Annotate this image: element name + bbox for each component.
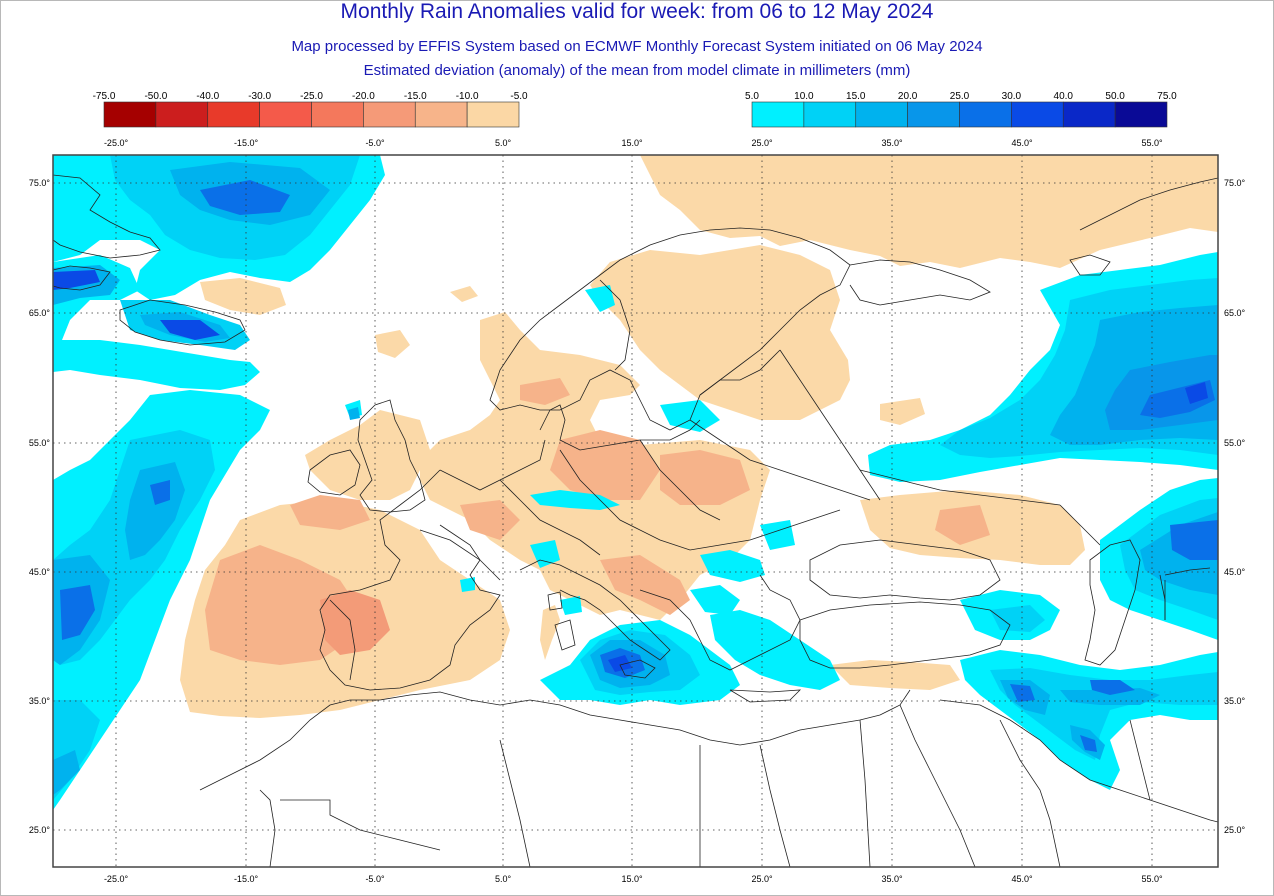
longitude-label: 55.0°: [1141, 874, 1163, 884]
legend-positive-tick-label: 25.0: [950, 91, 970, 102]
legend-positive-tick-label: 30.0: [1002, 91, 1022, 102]
legend-negative-swatch: [311, 101, 364, 128]
legend-positive-swatch: [803, 101, 857, 128]
longitude-label: 15.0°: [621, 138, 643, 148]
legend-positive-swatch: [855, 101, 908, 128]
legend-negative-swatch: [207, 101, 260, 128]
map-border: [52, 154, 1219, 868]
legend-positive-swatch: [1114, 101, 1168, 128]
legend-positive-tick-label: 20.0: [898, 91, 918, 102]
legend-positive-tick-label: 40.0: [1054, 91, 1074, 102]
latitude-label: 25.0°: [1224, 825, 1246, 835]
legend-negative-swatch: [414, 101, 468, 128]
legend-positive-tick-label: 15.0: [846, 91, 866, 102]
legend-negative-tick-label: -10.0: [456, 91, 479, 102]
legend-negative-tick-label: -20.0: [352, 91, 375, 102]
legend-positive-tick-label: 50.0: [1105, 91, 1125, 102]
longitude-labels-top: -25.0° -15.0° -5.0° 5.0° 15.0° 25.0° 35.0° 45.0…: [104, 138, 1163, 148]
legend-negative-tick-label: -30.0: [248, 91, 271, 102]
longitude-labels-bottom: -25.0° -15.0° -5.0° 5.0° 15.0° 25.0° 35.0° 45.0…: [104, 874, 1163, 884]
longitude-label: 5.0°: [495, 138, 512, 148]
legend-negative-tick-label: -75.0: [93, 91, 116, 102]
legend-negative-tick-label: -50.0: [144, 91, 167, 102]
legend-negative-swatch: [466, 101, 520, 128]
legend-positive-swatch: [1011, 101, 1064, 128]
longitude-label: -15.0°: [234, 874, 259, 884]
map-title: Monthly Rain Anomalies valid for week: f…: [340, 0, 934, 23]
legend-negative-swatch: [155, 101, 209, 128]
legend-positive-swatch: [907, 101, 960, 128]
legend-positive-tick-label: 75.0: [1157, 91, 1177, 102]
latitude-label: 35.0°: [29, 696, 51, 706]
legend-negative-anomalies: -75.0 -50.0 -40.0 -30.0 -25.0 -20.0 -15.0 -10.0…: [93, 91, 528, 128]
latitude-label: 25.0°: [29, 825, 51, 835]
longitude-label: 5.0°: [495, 874, 512, 884]
latitude-label: 65.0°: [29, 308, 51, 318]
wet-anomaly-areas: [53, 155, 1218, 810]
legend-negative-swatch: [259, 101, 312, 128]
legend-positive-swatch: [959, 101, 1012, 128]
longitude-label: 45.0°: [1011, 138, 1033, 148]
map-subtitle-processing: Map processed by EFFIS System based on E…: [291, 38, 983, 55]
longitude-label: -25.0°: [104, 138, 129, 148]
longitude-label: 25.0°: [751, 138, 773, 148]
legend-positive-tick-label: 5.0: [745, 91, 759, 102]
legend-negative-tick-label: -40.0: [196, 91, 219, 102]
latitude-label: 55.0°: [1224, 438, 1246, 448]
latitude-label: 45.0°: [1224, 567, 1246, 577]
latitude-labels-right: 75.0° 65.0° 55.0° 45.0° 35.0° 25.0°: [1224, 178, 1246, 835]
legend-negative-swatch: [103, 101, 157, 128]
longitude-label: 15.0°: [621, 874, 643, 884]
legend-positive-swatch: [1062, 101, 1116, 128]
latitude-labels-left: 75.0° 65.0° 55.0° 45.0° 35.0° 25.0°: [29, 178, 51, 835]
latitude-label: 65.0°: [1224, 308, 1246, 318]
longitude-label: 55.0°: [1141, 138, 1163, 148]
latitude-label: 75.0°: [29, 178, 51, 188]
map-area: [53, 155, 1218, 867]
latitude-label: 55.0°: [29, 438, 51, 448]
legend-negative-tick-label: -5.0: [510, 91, 528, 102]
legend-negative-tick-label: -15.0: [404, 91, 427, 102]
longitude-label: 35.0°: [881, 138, 903, 148]
longitude-label: -5.0°: [365, 138, 385, 148]
legend-negative-tick-label: -25.0: [300, 91, 323, 102]
legend-negative-swatch: [363, 101, 416, 128]
latitude-label: 35.0°: [1224, 696, 1246, 706]
legend-positive-anomalies: 5.0 10.0 15.0 20.0 25.0 30.0 40.0 50.0 75.0: [745, 91, 1177, 128]
legend-positive-tick-label: 10.0: [794, 91, 814, 102]
coastlines-and-borders: [53, 174, 1218, 867]
longitude-label: 25.0°: [751, 874, 773, 884]
legend-positive-swatch: [751, 101, 805, 128]
latitude-label: 45.0°: [29, 567, 51, 577]
longitude-label: 45.0°: [1011, 874, 1033, 884]
longitude-label: -25.0°: [104, 874, 129, 884]
longitude-label: -5.0°: [365, 874, 385, 884]
map-subtitle-units: Estimated deviation (anomaly) of the mea…: [363, 62, 911, 79]
latitude-label: 75.0°: [1224, 178, 1246, 188]
longitude-label: -15.0°: [234, 138, 259, 148]
longitude-label: 35.0°: [881, 874, 903, 884]
